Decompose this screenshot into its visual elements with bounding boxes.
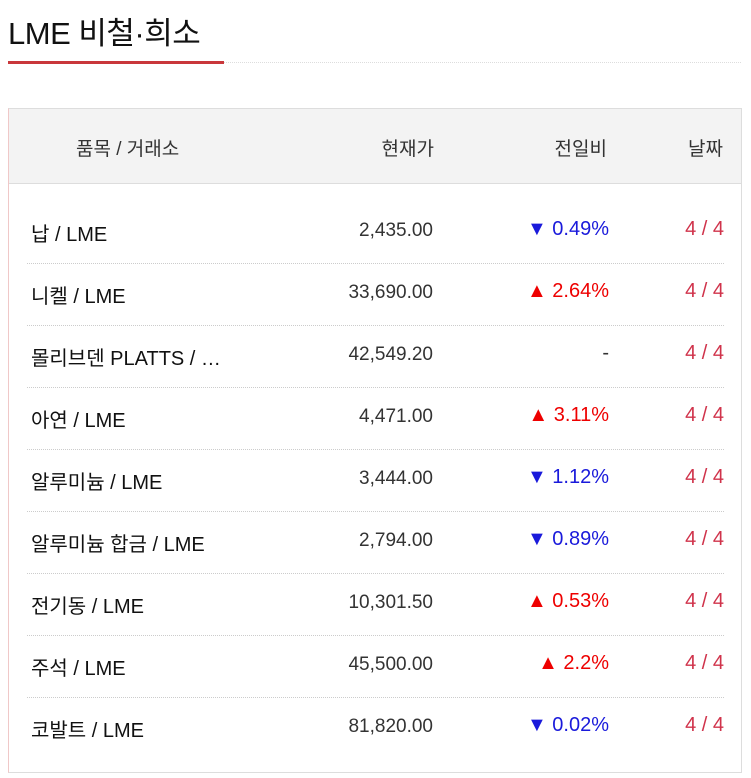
current-price: 81,820.00 — [348, 716, 433, 737]
date-value: 4 / 4 — [685, 404, 724, 426]
title-underline — [8, 61, 224, 64]
date-value: 4 / 4 — [685, 652, 724, 674]
item-name[interactable]: 아연 / LME — [31, 410, 126, 432]
change-value: ▼ 0.89% — [526, 528, 609, 550]
item-name[interactable]: 납 / LME — [31, 224, 108, 246]
table-body: 납 / LME 2,435.00 ▼ 0.49% 4 / 4 니켈 / LME 3… — [27, 202, 724, 759]
header-date: 날짜 — [688, 139, 723, 160]
current-price: 10,301.50 — [348, 592, 433, 613]
table-row[interactable]: 납 / LME 2,435.00 ▼ 0.49% 4 / 4 — [27, 202, 724, 264]
date-value: 4 / 4 — [685, 342, 724, 364]
date-value: 4 / 4 — [685, 714, 724, 736]
change-value: ▼ 1.12% — [526, 466, 609, 488]
item-name[interactable]: 코발트 / LME — [31, 720, 144, 742]
table-row[interactable]: 니켈 / LME 33,690.00 ▲ 2.64% 4 / 4 — [27, 264, 724, 326]
date-value: 4 / 4 — [685, 218, 724, 240]
item-name[interactable]: 알루미늄 합금 / LME — [31, 534, 205, 556]
item-name[interactable]: 주석 / LME — [31, 658, 126, 680]
table-row[interactable]: 몰리브덴 PLATTS / … 42,549.20 - 4 / 4 — [27, 326, 724, 388]
page-title: LME 비철·희소 — [8, 16, 201, 51]
current-price: 42,549.20 — [348, 344, 433, 365]
table-row[interactable]: 전기동 / LME 10,301.50 ▲ 0.53% 4 / 4 — [27, 574, 724, 636]
current-price: 4,471.00 — [359, 406, 433, 427]
change-value: ▲ 0.53% — [526, 590, 609, 612]
item-name[interactable]: 알루미늄 / LME — [31, 472, 163, 494]
table-row[interactable]: 알루미늄 합금 / LME 2,794.00 ▼ 0.89% 4 / 4 — [27, 512, 724, 574]
date-value: 4 / 4 — [685, 590, 724, 612]
current-price: 2,435.00 — [359, 220, 433, 241]
date-value: 4 / 4 — [685, 466, 724, 488]
current-price: 45,500.00 — [348, 654, 433, 675]
table-row[interactable]: 아연 / LME 4,471.00 ▲ 3.11% 4 / 4 — [27, 388, 724, 450]
divider — [224, 62, 741, 63]
current-price: 3,444.00 — [359, 468, 433, 489]
date-value: 4 / 4 — [685, 280, 724, 302]
change-value: - — [602, 342, 609, 364]
current-price: 33,690.00 — [348, 282, 433, 303]
table-row[interactable]: 알루미늄 / LME 3,444.00 ▼ 1.12% 4 / 4 — [27, 450, 724, 512]
change-value: ▲ 2.2% — [538, 652, 609, 674]
table-row[interactable]: 주석 / LME 45,500.00 ▲ 2.2% 4 / 4 — [27, 636, 724, 698]
table-header: 품목 / 거래소 현재가 전일비 날짜 — [9, 109, 741, 184]
header-price: 현재가 — [381, 139, 434, 160]
item-name[interactable]: 전기동 / LME — [31, 596, 144, 618]
item-name[interactable]: 몰리브덴 PLATTS / … — [31, 348, 221, 370]
header-item: 품목 / 거래소 — [76, 139, 180, 160]
item-name[interactable]: 니켈 / LME — [31, 286, 126, 308]
price-table: 품목 / 거래소 현재가 전일비 날짜 납 / LME 2,435.00 ▼ 0… — [8, 108, 742, 773]
header-change: 전일비 — [554, 139, 607, 160]
change-value: ▲ 3.11% — [528, 404, 609, 426]
table-row[interactable]: 코발트 / LME 81,820.00 ▼ 0.02% 4 / 4 — [27, 698, 724, 759]
change-value: ▲ 2.64% — [526, 280, 609, 302]
change-value: ▼ 0.49% — [526, 218, 609, 240]
current-price: 2,794.00 — [359, 530, 433, 551]
change-value: ▼ 0.02% — [526, 714, 609, 736]
date-value: 4 / 4 — [685, 528, 724, 550]
